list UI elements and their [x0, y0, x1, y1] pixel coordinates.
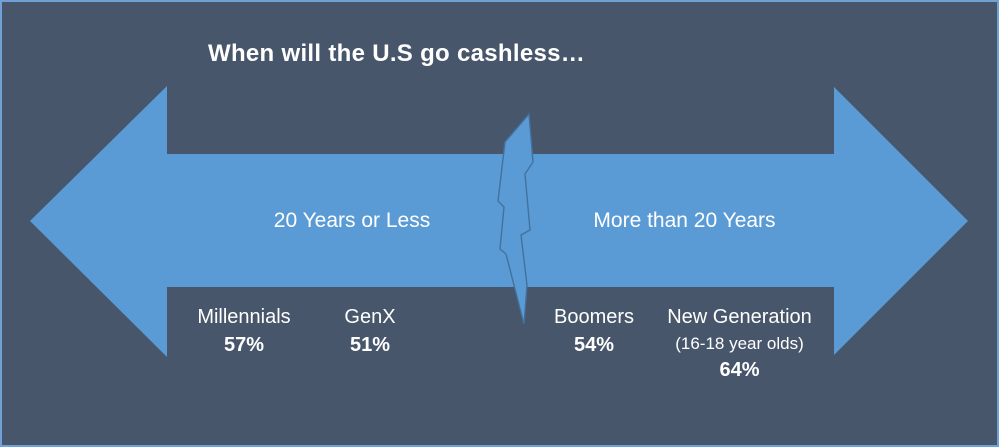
segment-label-left: 20 Years or Less [273, 209, 431, 232]
stat-subtitle: (16-18 year olds) [675, 334, 804, 353]
stat-name: Millennials [197, 306, 291, 328]
slide-title: When will the U.S go cashless… [208, 40, 586, 67]
stat-millennials: Millennials 57% [179, 304, 309, 359]
stat-value: 64% [719, 359, 760, 381]
stat-name: Boomers [553, 306, 635, 328]
segment-label-right: More than 20 Years [593, 209, 776, 232]
stat-genx: GenX 51% [305, 304, 435, 359]
crack-lightning-icon [497, 112, 534, 325]
stat-value: 57% [223, 334, 265, 356]
stat-new-generation: New Generation (16-18 year olds) 64% [647, 304, 832, 384]
stat-value: 54% [573, 334, 615, 356]
stat-value: 51% [349, 334, 391, 356]
arrow-left-head [30, 86, 167, 357]
stat-name: New Generation [667, 306, 812, 328]
stat-name: GenX [344, 306, 396, 328]
stat-boomers: Boomers 54% [529, 304, 659, 359]
arrow-right-head [834, 87, 968, 355]
